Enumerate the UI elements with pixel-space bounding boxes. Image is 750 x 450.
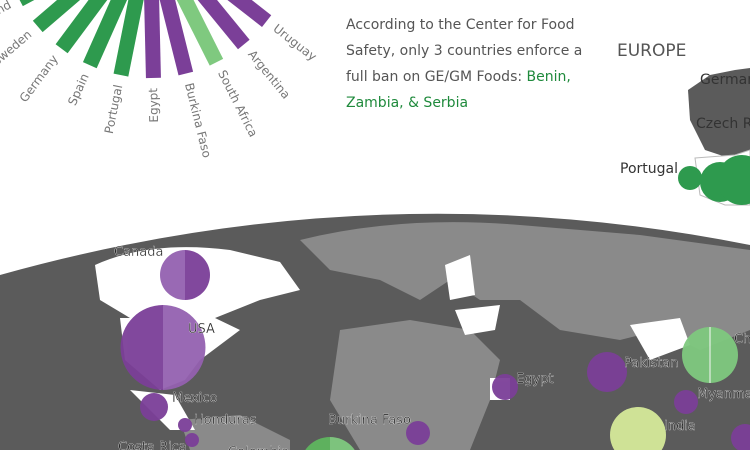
inset-label: Portugal xyxy=(620,161,678,177)
radial-label: Spain xyxy=(65,71,91,107)
map-label: India xyxy=(664,419,696,434)
radial-bar xyxy=(32,0,81,33)
radial-label: Burkina Faso xyxy=(182,81,214,159)
radial-bar xyxy=(197,0,250,50)
radial-bar xyxy=(113,0,144,77)
radial-bar xyxy=(82,0,128,69)
map-label: Honduras xyxy=(194,413,257,428)
labels: EUROPE Germany Czech Republic Portugal Canad… xyxy=(114,41,750,450)
radial-bar xyxy=(159,0,194,76)
radial-label: and xyxy=(0,0,14,21)
map-label: China xyxy=(734,332,750,347)
radial-bar xyxy=(176,0,224,66)
map-label: Myanmar xyxy=(697,387,750,402)
map-label: Canada xyxy=(114,245,163,260)
radial-bar xyxy=(55,0,108,54)
radial-label: South Africa xyxy=(215,68,260,139)
map-label: Mexico xyxy=(172,391,217,406)
inset-label: Germany xyxy=(700,72,750,88)
radial-label: Portugal xyxy=(102,83,125,134)
radial-label: Germany xyxy=(17,52,61,105)
map-label: USA xyxy=(188,322,215,337)
note-highlight: Benin, Zambia, & Serbia xyxy=(346,69,571,111)
inset-title: EUROPE xyxy=(617,41,686,61)
map-label: Burkina Faso xyxy=(328,413,411,428)
map-label: Costa Rica xyxy=(118,440,187,450)
map-label: Pakistan xyxy=(624,356,678,371)
radial-label: Sweden xyxy=(0,27,34,69)
continents xyxy=(180,222,750,450)
map-label: Colombia xyxy=(228,445,289,450)
note: According to the Center for Food Safety,… xyxy=(346,12,586,116)
map-markers xyxy=(120,250,750,450)
inset-label: Czech Republic xyxy=(696,116,750,132)
radial-bar xyxy=(227,0,272,28)
radial-label: Uruguay xyxy=(271,21,320,63)
note-text: According to the Center for Food Safety,… xyxy=(346,17,583,85)
radial-label: Egypt xyxy=(146,88,161,123)
radial-label: Argentina xyxy=(245,47,293,101)
radial-bar xyxy=(144,0,161,79)
map-label: Egypt xyxy=(516,372,554,387)
europe-inset xyxy=(678,68,750,206)
